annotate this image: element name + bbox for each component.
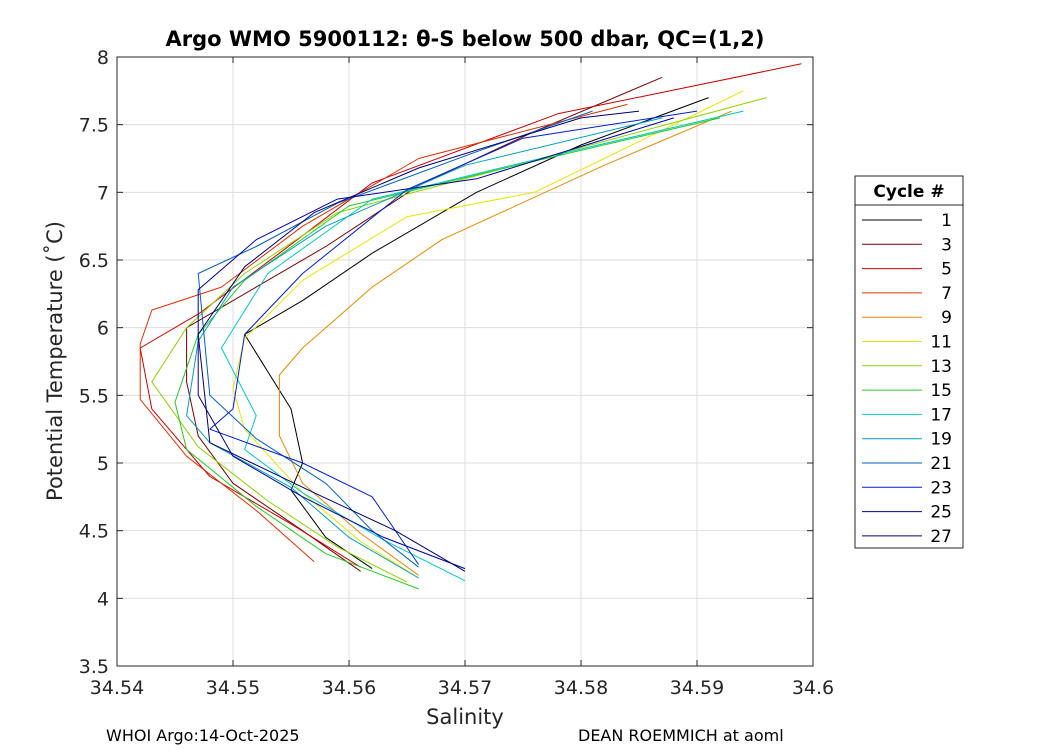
series-line-cycle-19	[186, 117, 663, 579]
footer-right: DEAN ROEMMICH at aoml	[578, 726, 784, 745]
legend-title: Cycle #	[873, 182, 944, 202]
legend-label-cycle-1: 1	[941, 211, 952, 231]
x-tick-label: 34.57	[438, 677, 492, 699]
series-line-cycle-27	[197, 110, 640, 572]
x-tick-label: 34.55	[206, 677, 260, 699]
y-tick-label: 6.5	[79, 250, 109, 272]
y-tick-label: 5.5	[79, 385, 109, 407]
legend-label-cycle-27: 27	[930, 527, 952, 547]
legend-label-cycle-11: 11	[930, 333, 952, 353]
legend-label-cycle-17: 17	[930, 405, 952, 425]
legend-label-cycle-19: 19	[930, 430, 952, 450]
y-tick-label: 8	[97, 47, 109, 69]
x-tick-label: 34.59	[670, 677, 724, 699]
y-tick-label: 4.5	[79, 521, 109, 543]
series-line-cycle-21	[197, 110, 593, 568]
series-line-cycle-5	[139, 63, 802, 568]
series-line-cycle-9	[278, 110, 732, 576]
axis-ticks: 34.54 34.55 34.56 34.57 34.58 34.59 34.6 3.5 4 4.…	[79, 47, 834, 699]
legend-label-cycle-9: 9	[941, 308, 952, 328]
legend-label-cycle-13: 13	[930, 357, 952, 377]
series-line-cycle-25	[197, 117, 674, 570]
y-tick-label: 3.5	[79, 656, 109, 678]
y-tick-label: 7	[97, 182, 109, 204]
legend-label-cycle-25: 25	[930, 503, 952, 523]
legend-label-cycle-3: 3	[941, 235, 952, 255]
y-tick-label: 6	[97, 318, 109, 340]
series-line-cycle-13	[151, 97, 767, 583]
y-tick-label: 5	[97, 453, 109, 475]
legend-label-cycle-23: 23	[930, 478, 952, 498]
legend-label-cycle-21: 21	[930, 454, 952, 474]
series-line-cycle-15	[174, 117, 721, 590]
legend-label-cycle-15: 15	[930, 381, 952, 401]
x-tick-label: 34.58	[554, 677, 608, 699]
series-line-cycle-23	[209, 110, 698, 565]
x-tick-label: 34.54	[90, 677, 144, 699]
y-axis-label: Potential Temperature (˚C)	[43, 221, 67, 501]
series-line-cycle-11	[232, 90, 744, 579]
y-tick-label: 4	[97, 588, 109, 610]
x-tick-label: 34.56	[322, 677, 376, 699]
x-axis-label: Salinity	[426, 705, 504, 729]
legend-box	[854, 175, 964, 549]
y-tick-label: 7.5	[79, 115, 109, 137]
legend-label-cycle-7: 7	[941, 284, 952, 304]
chart-title: Argo WMO 5900112: θ-S below 500 dbar, QC…	[166, 27, 765, 51]
series-lines	[139, 63, 802, 590]
x-tick-label: 34.6	[792, 677, 834, 699]
legend-label-cycle-5: 5	[941, 260, 952, 280]
series-line-cycle-17	[220, 110, 744, 582]
footer-left: WHOI Argo:14-Oct-2025	[106, 726, 300, 745]
